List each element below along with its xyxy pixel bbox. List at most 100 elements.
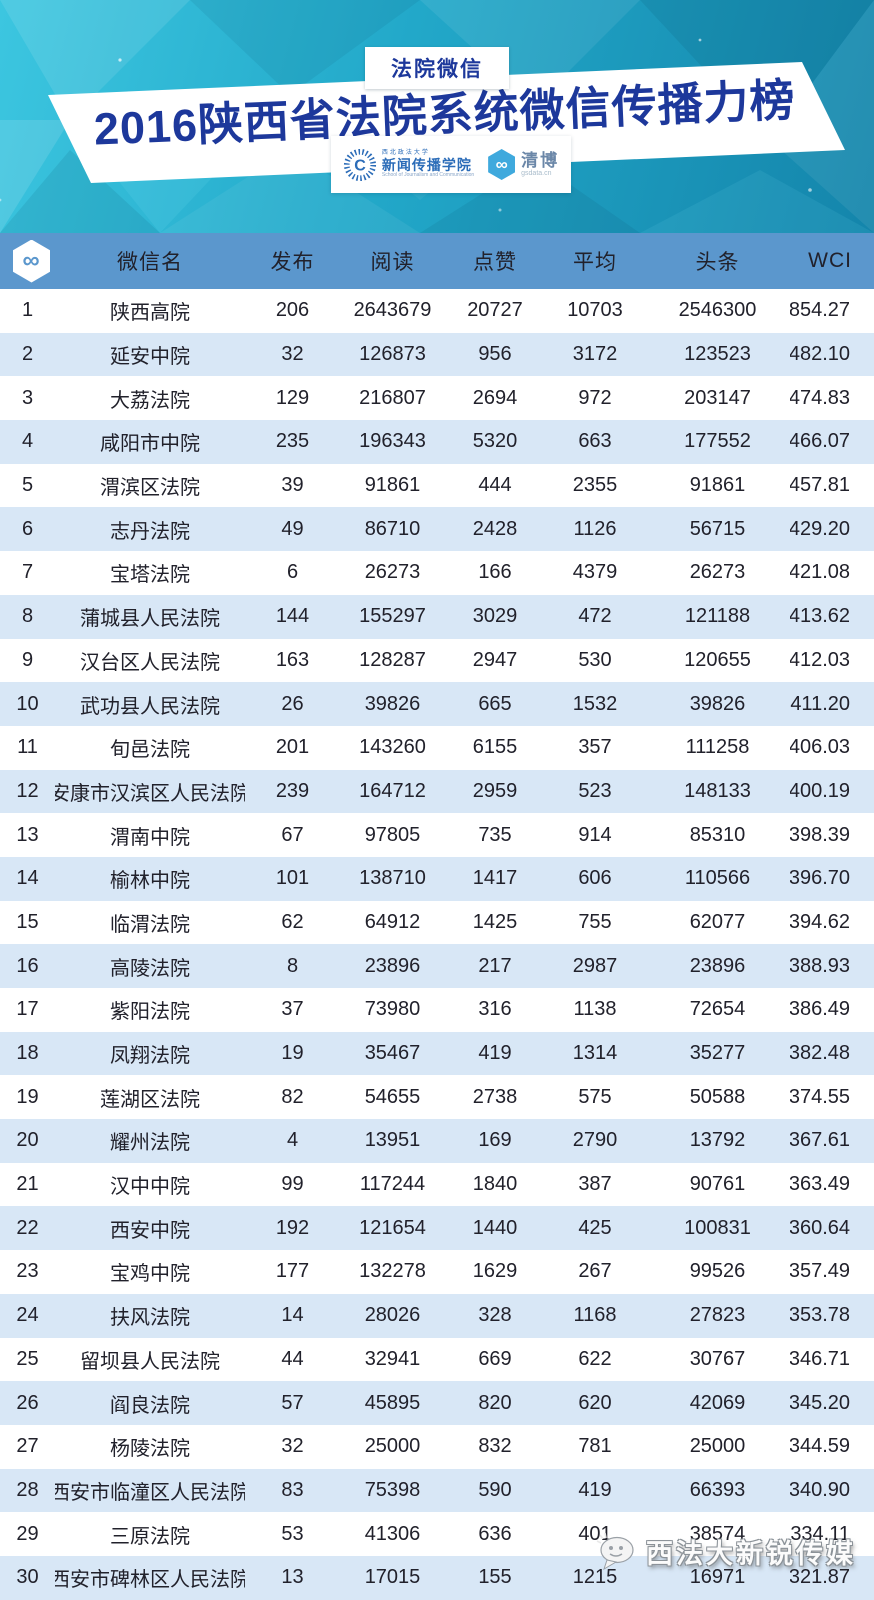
likes-count-cell: 1425 xyxy=(472,910,518,933)
wechat-name-cell: 延安中院 xyxy=(110,346,190,369)
table-row: 9 汉台区人民法院 163 128287 2947 530 120655 412.03 xyxy=(0,638,874,683)
publish-count-cell: 201 xyxy=(275,736,310,759)
table-row: 14 榆林中院 101 138710 1417 606 110566 396.70 xyxy=(0,856,874,901)
wechat-name-cell: 旬邑法院 xyxy=(110,739,190,762)
title-ribbon: 2016陕西省法院系统微信传播力榜 xyxy=(0,0,874,233)
headline-reads-cell: 13792 xyxy=(689,1129,746,1152)
headline-reads-cell: 177552 xyxy=(684,430,751,453)
qingbo-logo: ∞ 清博 gsdata.cn xyxy=(488,149,559,180)
wci-score-cell: 382.48 xyxy=(790,1042,850,1065)
headline-reads-cell: 62077 xyxy=(689,910,746,933)
publish-count-cell: 32 xyxy=(281,1435,304,1458)
reads-count-cell: 97805 xyxy=(364,823,421,846)
headline-reads-cell: 110566 xyxy=(684,867,751,890)
reads-count-cell: 45895 xyxy=(364,1391,421,1414)
headline-reads-cell: 120655 xyxy=(684,648,751,671)
publish-count-cell: 67 xyxy=(281,823,304,846)
reads-count-cell: 121654 xyxy=(359,1216,426,1239)
table-row: 25 留坝县人民法院 44 32941 669 622 30767 346.71 xyxy=(0,1337,874,1382)
publish-count-cell: 235 xyxy=(275,430,310,453)
reads-count-cell: 75398 xyxy=(364,1478,421,1501)
average-count-cell: 10703 xyxy=(567,299,623,322)
school-sunburst-icon: C xyxy=(343,148,376,181)
average-count-cell: 606 xyxy=(578,867,612,890)
publish-count-cell: 8 xyxy=(286,954,299,977)
average-count-cell: 4379 xyxy=(572,561,618,584)
headline-reads-cell: 30767 xyxy=(689,1347,746,1370)
average-count-cell: 530 xyxy=(578,648,612,671)
publish-count-cell: 26 xyxy=(281,692,304,715)
wci-score-cell: 412.03 xyxy=(790,648,850,671)
headline-reads-cell: 90761 xyxy=(689,1173,746,1196)
wci-score-cell: 353.78 xyxy=(790,1304,850,1327)
reads-count-cell: 216807 xyxy=(359,386,426,409)
average-count-cell: 425 xyxy=(578,1216,612,1239)
average-count-cell: 419 xyxy=(578,1478,612,1501)
table-row: 2 延安中院 32 126873 956 3172 123523 482.10 xyxy=(0,332,874,377)
wechat-name-cell: 咸阳市中院 xyxy=(100,433,200,456)
wechat-name-cell: 莲湖区法院 xyxy=(100,1088,200,1111)
likes-count-cell: 2694 xyxy=(472,386,518,409)
column-header-likes: 点赞 xyxy=(473,251,517,274)
likes-count-cell: 735 xyxy=(478,823,512,846)
watermark-label: 西法大新锐传媒 xyxy=(646,1539,856,1569)
wechat-name-cell: 耀州法院 xyxy=(110,1132,190,1155)
reads-count-cell: 143260 xyxy=(359,736,426,759)
wechat-name-cell: 西安市临潼区人民法院 xyxy=(55,1481,245,1504)
rank-cell: 17 xyxy=(16,998,39,1021)
wci-score-cell: 388.93 xyxy=(790,954,850,977)
reads-count-cell: 64912 xyxy=(364,910,421,933)
average-count-cell: 3172 xyxy=(572,343,618,366)
reads-count-cell: 164712 xyxy=(359,779,426,802)
wci-score-cell: 394.62 xyxy=(790,910,850,933)
wci-score-cell: 398.39 xyxy=(790,823,850,846)
average-count-cell: 622 xyxy=(578,1347,612,1370)
headline-reads-cell: 50588 xyxy=(689,1085,746,1108)
rank-cell: 28 xyxy=(16,1478,39,1501)
rank-cell: 12 xyxy=(16,779,39,802)
headline-reads-cell: 148133 xyxy=(684,779,751,802)
publish-count-cell: 62 xyxy=(281,910,304,933)
watermark: 西法大新锐传媒 xyxy=(596,1532,856,1571)
wci-score-cell: 367.61 xyxy=(790,1129,850,1152)
rank-cell: 1 xyxy=(21,299,34,322)
wci-score-cell: 357.49 xyxy=(790,1260,850,1283)
table-row: 15 临渭法院 62 64912 1425 755 62077 394.62 xyxy=(0,900,874,945)
rank-cell: 5 xyxy=(21,474,34,497)
wci-score-cell: 374.55 xyxy=(790,1085,850,1108)
wechat-name-cell: 宝鸡中院 xyxy=(110,1263,190,1286)
qingbo-name-label: 清博 xyxy=(521,150,560,170)
rank-cell: 16 xyxy=(16,954,39,977)
reads-count-cell: 132278 xyxy=(359,1260,426,1283)
wechat-name-cell: 扶风法院 xyxy=(110,1307,190,1330)
reads-count-cell: 17015 xyxy=(364,1566,421,1589)
publish-count-cell: 101 xyxy=(275,867,310,890)
wechat-name-cell: 紫阳法院 xyxy=(110,1001,190,1024)
column-header-wechat-name: 微信名 xyxy=(117,251,183,274)
wci-score-cell: 457.81 xyxy=(790,474,850,497)
reads-count-cell: 39826 xyxy=(364,692,421,715)
rank-cell: 2 xyxy=(21,343,34,366)
average-count-cell: 401 xyxy=(578,1522,612,1545)
likes-count-cell: 956 xyxy=(478,343,512,366)
publish-count-cell: 144 xyxy=(275,605,310,628)
average-count-cell: 2355 xyxy=(572,474,618,497)
headline-reads-cell: 42069 xyxy=(689,1391,746,1414)
publish-count-cell: 177 xyxy=(275,1260,310,1283)
likes-count-cell: 419 xyxy=(478,1042,512,1065)
average-count-cell: 357 xyxy=(578,736,612,759)
wci-score-cell: 363.49 xyxy=(790,1173,850,1196)
wci-score-cell: 345.20 xyxy=(790,1391,850,1414)
rank-cell: 8 xyxy=(21,605,34,628)
likes-count-cell: 166 xyxy=(478,561,512,584)
reads-count-cell: 54655 xyxy=(364,1085,421,1108)
table-row: 30 西安市碑林区人民法院 13 17015 155 1215 16971 321.87 xyxy=(0,1555,874,1600)
likes-count-cell: 1840 xyxy=(472,1173,518,1196)
rank-cell: 18 xyxy=(16,1042,39,1065)
table-header-row: ∞ 微信名 发布 阅读 点赞 平均 头条 WCI xyxy=(0,233,874,289)
publish-count-cell: 57 xyxy=(281,1391,304,1414)
headline-reads-cell: 38574 xyxy=(689,1522,746,1545)
likes-count-cell: 590 xyxy=(478,1478,512,1501)
rank-cell: 7 xyxy=(21,561,34,584)
rank-cell: 26 xyxy=(16,1391,39,1414)
